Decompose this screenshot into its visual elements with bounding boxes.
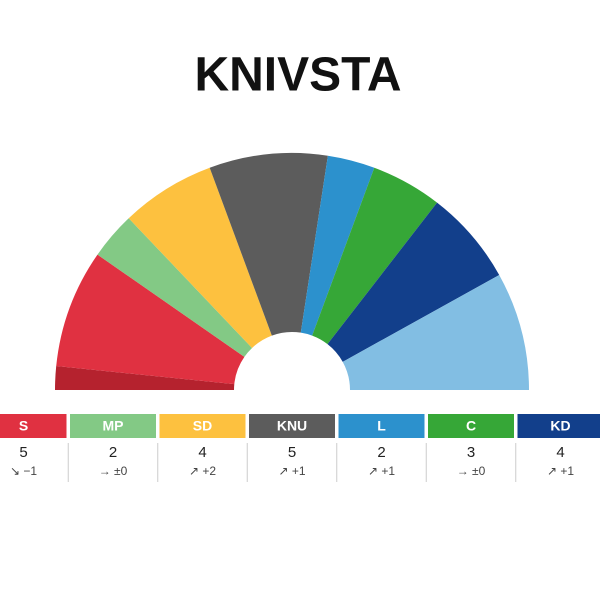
seat-count: 5	[288, 444, 296, 461]
seat-change: ↗ +1	[547, 464, 574, 478]
party-label: SD	[193, 418, 212, 434]
seat-segment	[55, 366, 235, 390]
party-box	[517, 414, 600, 438]
seat-change: ↗ +2	[189, 464, 216, 478]
seat-change: → ±0	[457, 464, 486, 478]
seat-segment	[312, 167, 438, 345]
party-box	[428, 414, 514, 438]
seat-change: ↗ +1	[368, 464, 395, 478]
party-label: S	[19, 418, 28, 434]
party-box	[159, 414, 246, 438]
party-box	[338, 414, 425, 438]
seat-change: ↘ −1	[10, 464, 37, 478]
seat-segment	[97, 218, 253, 357]
seat-segment	[327, 202, 500, 362]
party-label: L	[377, 418, 386, 434]
seat-count: 5	[19, 444, 27, 461]
seat-count: 2	[377, 444, 385, 461]
seat-segment	[209, 153, 328, 336]
seat-change: → ±0	[99, 464, 128, 478]
chart-title: KNIVSTA	[194, 49, 401, 102]
seat-segment	[300, 155, 375, 336]
seat-segment	[128, 167, 272, 348]
party-box	[0, 414, 67, 438]
seat-count: 4	[198, 444, 206, 461]
seat-count: 2	[109, 444, 117, 461]
party-box	[249, 414, 335, 438]
party-label: C	[466, 418, 476, 434]
seat-segment	[342, 274, 529, 390]
party-label: KNU	[277, 418, 307, 434]
party-label: KD	[550, 418, 570, 434]
seat-segment	[56, 254, 245, 385]
seat-count: 3	[467, 444, 475, 461]
party-label: MP	[103, 418, 124, 434]
seat-change: ↗ +1	[278, 464, 305, 478]
party-box	[70, 414, 156, 438]
seat-count: 4	[556, 444, 564, 461]
